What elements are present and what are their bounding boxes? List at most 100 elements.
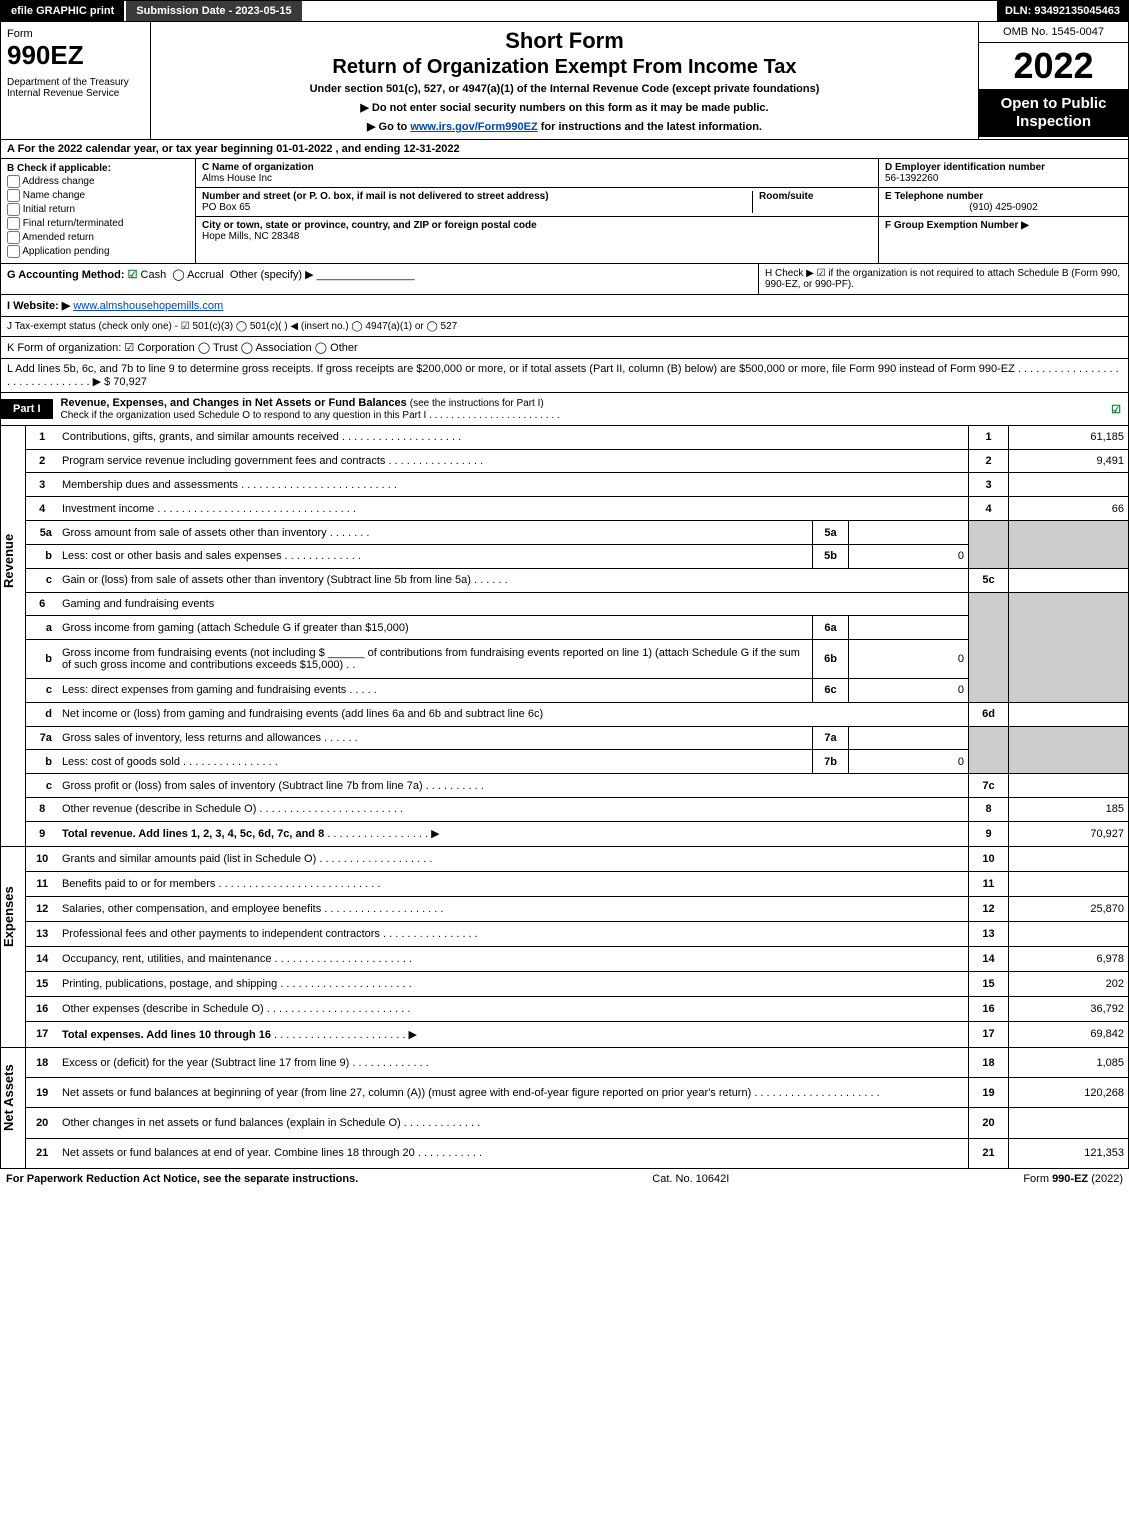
- line-9-desc: Total revenue. Add lines 1, 2, 3, 4, 5c,…: [62, 828, 324, 840]
- department: Department of the Treasury Internal Reve…: [7, 77, 144, 99]
- row-g-h: G Accounting Method: ☑ Cash ◯ Accrual Ot…: [0, 264, 1129, 295]
- part1-title-text: Revenue, Expenses, and Changes in Net As…: [61, 397, 407, 409]
- line-7b-desc: Less: cost of goods sold: [62, 756, 180, 768]
- line-7b-val: 0: [849, 750, 969, 774]
- tel-label: E Telephone number: [885, 191, 1122, 202]
- under-section: Under section 501(c), 527, or 4947(a)(1)…: [157, 83, 972, 95]
- line-7a-desc: Gross sales of inventory, less returns a…: [62, 732, 321, 744]
- org-name: Alms House Inc: [202, 173, 872, 184]
- tax-year: 2022: [979, 43, 1128, 89]
- netassets-table: 18Excess or (deficit) for the year (Subt…: [25, 1048, 1129, 1169]
- org-street: PO Box 65: [202, 202, 752, 213]
- line-7a-box: 7a: [813, 726, 849, 750]
- c-street-label: Number and street (or P. O. box, if mail…: [202, 191, 752, 202]
- chk-application-pending[interactable]: Application pending: [7, 245, 189, 258]
- line-21-desc: Net assets or fund balances at end of ye…: [62, 1147, 415, 1159]
- f-grp: F Group Exemption Number ▶: [879, 217, 1128, 234]
- line-15-amt: 202: [1009, 971, 1129, 996]
- line-10-desc: Grants and similar amounts paid (list in…: [62, 853, 316, 865]
- omb-number: OMB No. 1545-0047: [979, 22, 1128, 43]
- line-8-desc: Other revenue (describe in Schedule O): [62, 803, 256, 815]
- block-bcf: B Check if applicable: Address change Na…: [0, 159, 1129, 264]
- line-6b-desc1: Gross income from fundraising events (no…: [62, 647, 325, 659]
- c-name-label: C Name of organization: [202, 162, 872, 173]
- expenses-table: 10Grants and similar amounts paid (list …: [25, 847, 1129, 1048]
- side-expenses: Expenses: [0, 847, 25, 1048]
- chk-initial-return[interactable]: Initial return: [7, 203, 189, 216]
- part1-label: Part I: [1, 399, 53, 419]
- ssn-note: ▶ Do not enter social security numbers o…: [157, 101, 972, 114]
- line-4-desc: Investment income: [62, 503, 154, 515]
- g-cash: Cash: [141, 269, 167, 281]
- line-16-desc: Other expenses (describe in Schedule O): [62, 1003, 264, 1015]
- line-6a-val: [849, 616, 969, 640]
- open-public: Open to Public Inspection: [979, 89, 1128, 137]
- c-city-row: City or town, state or province, country…: [196, 217, 878, 245]
- row-g: G Accounting Method: ☑ Cash ◯ Accrual Ot…: [1, 264, 758, 294]
- line-6d-amt: [1009, 702, 1129, 726]
- l-amount: 70,927: [113, 376, 147, 388]
- chk-address-change[interactable]: Address change: [7, 175, 189, 188]
- top-bar: efile GRAPHIC print Submission Date - 20…: [0, 0, 1129, 22]
- part1-bar: Part I Revenue, Expenses, and Changes in…: [0, 393, 1129, 426]
- g-label: G Accounting Method:: [7, 269, 125, 281]
- side-expenses-label: Expenses: [1, 847, 16, 1047]
- line-5a-val: [849, 521, 969, 545]
- side-netassets: Net Assets: [0, 1048, 25, 1169]
- org-city: Hope Mills, NC 28348: [202, 231, 872, 242]
- form-number: 990EZ: [7, 40, 144, 71]
- line-2-amt: 9,491: [1009, 449, 1129, 473]
- ein-value: 56-1392260: [885, 173, 1122, 184]
- line-11-amt: [1009, 871, 1129, 896]
- efile-print-button[interactable]: efile GRAPHIC print: [1, 1, 126, 21]
- footer-right: Form 990-EZ (2022): [1023, 1173, 1123, 1185]
- row-l: L Add lines 5b, 6c, and 7b to line 9 to …: [0, 359, 1129, 393]
- col-c: C Name of organization Alms House Inc Nu…: [196, 159, 878, 263]
- part1-title: Revenue, Expenses, and Changes in Net As…: [53, 393, 1104, 425]
- chk-amended-return[interactable]: Amended return: [7, 231, 189, 244]
- j-text: J Tax-exempt status (check only one) - ☑…: [1, 317, 463, 336]
- c-street-row: Number and street (or P. O. box, if mail…: [196, 188, 878, 217]
- line-12-amt: 25,870: [1009, 896, 1129, 921]
- line-6b-box: 6b: [813, 640, 849, 679]
- line-18-desc: Excess or (deficit) for the year (Subtra…: [62, 1057, 349, 1069]
- form-word: Form: [7, 28, 144, 40]
- header-mid: Short Form Return of Organization Exempt…: [151, 22, 978, 139]
- line-13-amt: [1009, 921, 1129, 946]
- part1-sub: (see the instructions for Part I): [410, 398, 544, 409]
- l-text: L Add lines 5b, 6c, and 7b to line 9 to …: [7, 363, 1119, 388]
- g-other: Other (specify) ▶: [230, 269, 314, 281]
- irs-link[interactable]: www.irs.gov/Form990EZ: [410, 121, 537, 133]
- line-5b-desc: Less: cost or other basis and sales expe…: [62, 550, 282, 562]
- chk-name-change[interactable]: Name change: [7, 189, 189, 202]
- line-3-amt: [1009, 473, 1129, 497]
- col-d: D Employer identification number 56-1392…: [878, 159, 1128, 263]
- side-netassets-label: Net Assets: [1, 1048, 16, 1168]
- line-1-desc: Contributions, gifts, grants, and simila…: [62, 431, 339, 443]
- line-6a-desc: Gross income from gaming (attach Schedul…: [62, 622, 409, 634]
- d-ein: D Employer identification number 56-1392…: [879, 159, 1128, 188]
- header-right: OMB No. 1545-0047 2022 Open to Public In…: [978, 22, 1128, 139]
- line-18-amt: 1,085: [1009, 1048, 1129, 1078]
- line-5c-amt: [1009, 568, 1129, 592]
- row-a: A For the 2022 calendar year, or tax yea…: [0, 140, 1129, 159]
- line-16-amt: 36,792: [1009, 996, 1129, 1021]
- col-b: B Check if applicable: Address change Na…: [1, 159, 196, 263]
- ein-label: D Employer identification number: [885, 162, 1122, 173]
- row-h: H Check ▶ ☑ if the organization is not r…: [758, 264, 1128, 294]
- line-5b-box: 5b: [813, 544, 849, 568]
- line-7c-desc: Gross profit or (loss) from sales of inv…: [62, 780, 423, 792]
- check-icon: ☑: [128, 269, 138, 281]
- website-link[interactable]: www.almshousehopemills.com: [73, 300, 223, 312]
- footer-mid: Cat. No. 10642I: [652, 1173, 729, 1185]
- short-form-title: Short Form: [157, 28, 972, 54]
- b-header: B Check if applicable:: [7, 163, 189, 174]
- line-6c-val: 0: [849, 679, 969, 703]
- line-11-desc: Benefits paid to or for members: [62, 878, 215, 890]
- line-13-desc: Professional fees and other payments to …: [62, 928, 380, 940]
- line-21-amt: 121,353: [1009, 1138, 1129, 1168]
- line-7b-box: 7b: [813, 750, 849, 774]
- line-5a-box: 5a: [813, 521, 849, 545]
- part1-checkbox[interactable]: ☑: [1104, 403, 1128, 416]
- chk-final-return[interactable]: Final return/terminated: [7, 217, 189, 230]
